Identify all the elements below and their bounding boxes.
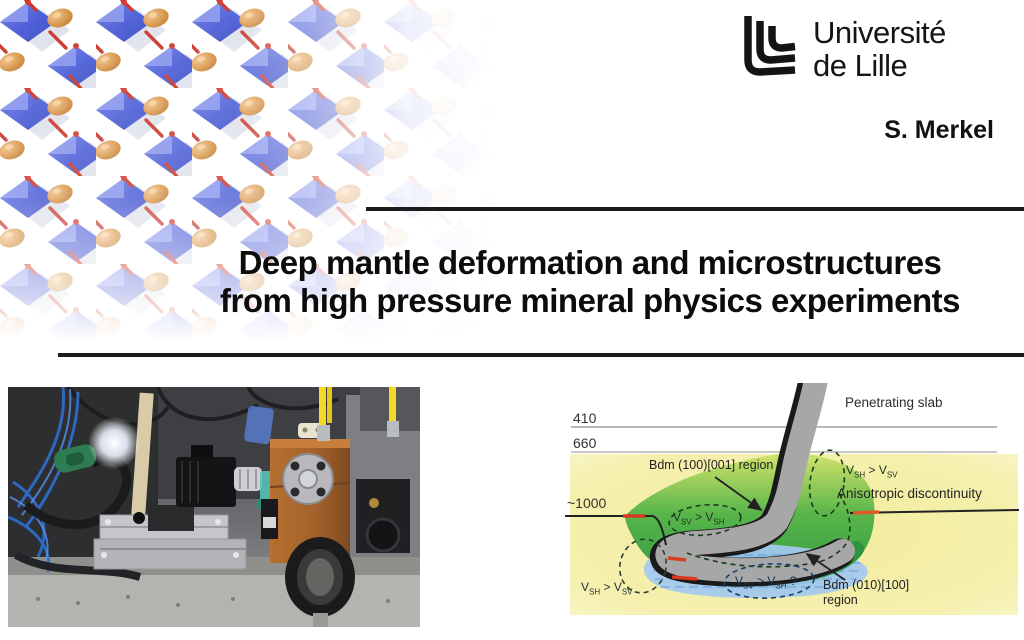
depth-1000-label: ~1000 xyxy=(567,495,607,511)
vsv-gt-vsh-mid-label: VSV > VSH xyxy=(673,510,725,527)
depth-410-label: 410 xyxy=(573,410,597,426)
bdm-010-region-label: Bdm (010)[100] region xyxy=(823,578,909,608)
logo-line1: Université xyxy=(813,15,946,50)
author-name: S. Merkel xyxy=(884,116,994,144)
bdm-010-line2: region xyxy=(823,593,858,607)
experiment-photo xyxy=(8,387,420,627)
slide-title: Deep mantle deformation and microstructu… xyxy=(140,244,1024,320)
vsv-gt-vsh-question-label: VSV > VSH ? xyxy=(735,574,797,591)
universite-lille-logo-icon xyxy=(744,16,796,76)
bottom-divider-line xyxy=(58,353,1024,357)
crystal-structure-image xyxy=(0,0,520,352)
depth-660-label: 660 xyxy=(573,435,597,451)
mantle-slab-diagram: Penetrating slab 410 660 ~1000 Bdm (100)… xyxy=(565,383,1024,618)
anisotropic-discontinuity-label: Anisotropic discontinuity xyxy=(837,486,982,501)
title-line1: Deep mantle deformation and microstructu… xyxy=(238,244,942,281)
logo-line2: de Lille xyxy=(813,48,908,83)
logo-wordmark: Université de Lille xyxy=(813,8,946,88)
bdm-100-region-label: Bdm (100)[001] region xyxy=(649,458,774,472)
vsh-gt-vsv-bottom-left-label: VSH > VSV xyxy=(581,580,633,597)
top-divider-line xyxy=(366,207,1024,211)
vsh-gt-vsv-upper-label: VSH > VSV xyxy=(846,463,898,480)
penetrating-slab-label: Penetrating slab xyxy=(845,395,943,410)
universite-lille-logo: Université de Lille xyxy=(735,8,946,88)
bdm-010-line1: Bdm (010)[100] xyxy=(823,578,910,592)
title-line2: from high pressure mineral physics exper… xyxy=(220,282,960,319)
